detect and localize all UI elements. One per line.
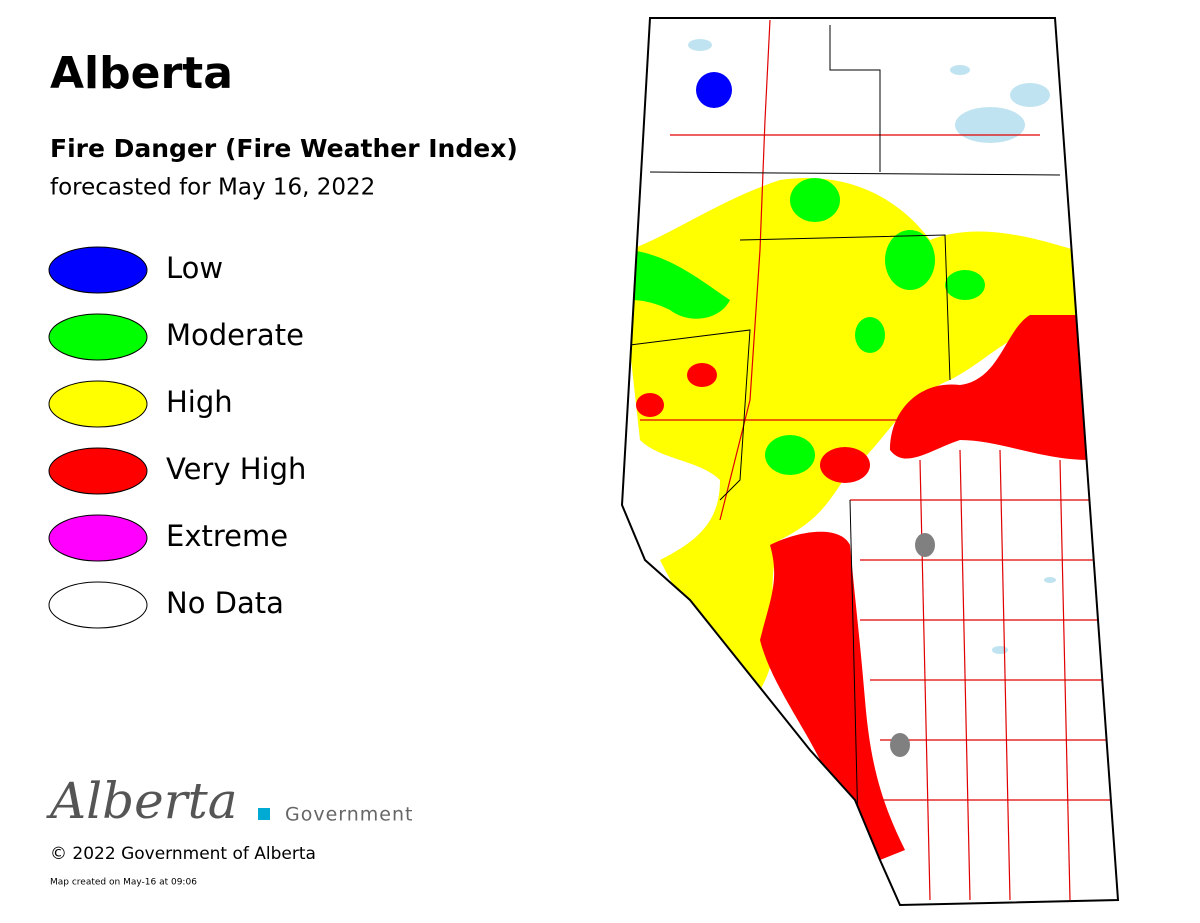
province-outline xyxy=(620,17,1120,907)
high-zone xyxy=(630,178,1078,690)
legend-label: Very High xyxy=(166,452,306,486)
map xyxy=(620,17,1120,907)
legend-swatch xyxy=(48,313,148,361)
roads xyxy=(640,19,1110,901)
forecast-date: forecasted for May 16, 2022 xyxy=(50,175,375,201)
legend-swatch xyxy=(48,246,148,294)
legend: Low Moderate High Very High Extreme No Data xyxy=(48,246,306,629)
moderate-zones xyxy=(630,178,985,475)
legend-swatch xyxy=(48,581,148,629)
logo: Alberta xyxy=(46,772,238,830)
legend-label: No Data xyxy=(166,586,284,620)
created-note: Map created on May-16 at 09:06 xyxy=(50,878,197,888)
logo-mark xyxy=(258,808,270,820)
legend-swatch xyxy=(48,380,148,428)
title: Alberta xyxy=(50,48,233,99)
cities xyxy=(890,533,935,757)
legend-label: Low xyxy=(166,251,223,285)
legend-swatch xyxy=(48,514,148,562)
legend-label: High xyxy=(166,385,233,419)
legend-label: Extreme xyxy=(166,519,288,553)
copyright: © 2022 Government of Alberta xyxy=(50,844,316,864)
subtitle: Fire Danger (Fire Weather Index) xyxy=(50,134,518,163)
legend-swatch xyxy=(48,447,148,495)
low-zone xyxy=(696,72,732,108)
logo-suffix: Government xyxy=(285,804,414,826)
legend-label: Moderate xyxy=(166,318,304,352)
very-high-zones xyxy=(636,315,1090,860)
